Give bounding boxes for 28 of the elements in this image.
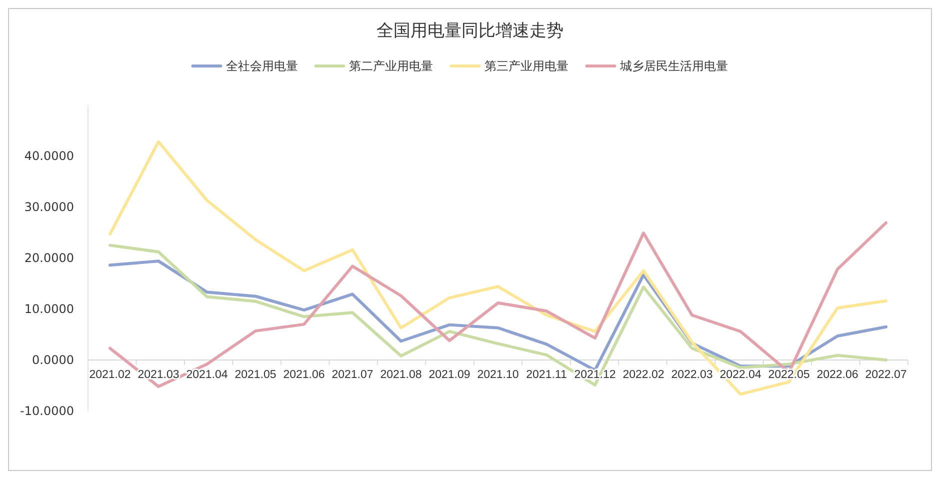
x-tick-label: 2022.06 — [816, 369, 858, 381]
y-tick-label: 10.0000 — [24, 302, 74, 316]
y-tick-label: -10.0000 — [20, 404, 74, 418]
y-tick-label: 20.0000 — [24, 251, 74, 265]
x-tick-label: 2022.03 — [671, 369, 713, 381]
y-tick-label: 0.0000 — [32, 353, 74, 367]
x-tick-label: 2021.12 — [574, 369, 616, 381]
legend-label: 第三产业用电量 — [484, 59, 568, 73]
y-tick-label: 40.0000 — [24, 149, 74, 163]
x-tick-label: 2021.09 — [428, 369, 470, 381]
x-tick-label: 2022.04 — [720, 369, 762, 381]
x-tick-label: 2022.05 — [768, 369, 810, 381]
x-tick-label: 2021.07 — [332, 369, 374, 381]
x-tick-label: 2021.08 — [380, 369, 422, 381]
x-tick-label: 2021.11 — [526, 369, 567, 381]
y-tick-label: 30.0000 — [24, 200, 74, 214]
chart-title: 全国用电量同比增速走势 — [376, 21, 564, 41]
x-tick-label: 2022.02 — [622, 369, 664, 381]
x-tick-label: 2021.04 — [186, 369, 228, 381]
x-tick-label: 2021.03 — [138, 369, 180, 381]
x-tick-label: 2021.05 — [234, 369, 276, 381]
x-tick-label: 2021.02 — [89, 369, 131, 381]
x-tick-label: 2021.10 — [477, 369, 519, 381]
x-tick-label: 2022.07 — [865, 369, 907, 381]
legend-label: 全社会用电量 — [226, 59, 298, 73]
x-tick-label: 2021.06 — [283, 369, 325, 381]
legend-label: 第二产业用电量 — [348, 59, 433, 73]
legend-label: 城乡居民生活用电量 — [618, 59, 728, 73]
